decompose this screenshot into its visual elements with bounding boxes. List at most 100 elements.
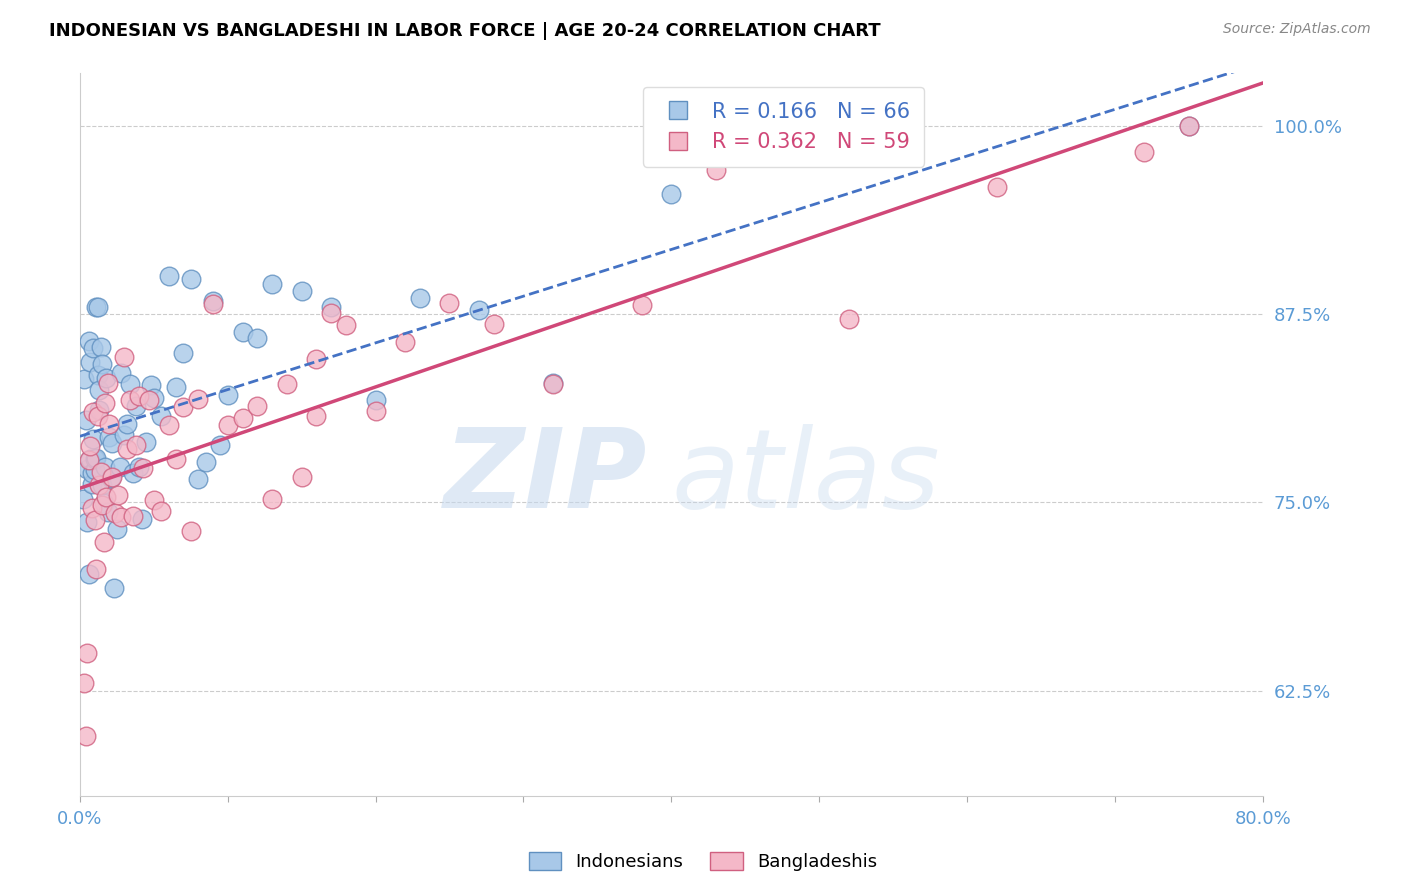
Point: [217, 388, 239, 402]
Point: [157, 269, 180, 284]
Point: [132, 460, 155, 475]
Point: [80, 476, 103, 491]
Point: [122, 467, 145, 481]
Point: [86, 301, 108, 315]
Point: [659, 186, 682, 201]
Point: [157, 417, 180, 432]
Point: [172, 346, 194, 360]
Point: [80, 501, 103, 516]
Point: [291, 470, 314, 484]
Point: [187, 472, 209, 486]
Point: [75, 729, 97, 743]
Point: [86, 409, 108, 424]
Point: [112, 428, 135, 442]
Point: [101, 436, 124, 450]
Point: [482, 317, 505, 331]
Point: [87, 403, 110, 417]
Point: [125, 399, 148, 413]
Point: [142, 493, 165, 508]
Point: [82, 432, 104, 446]
Point: [291, 284, 314, 298]
Point: [150, 409, 173, 423]
Point: [110, 366, 132, 380]
Point: [104, 506, 127, 520]
Point: [73, 676, 96, 690]
Point: [100, 471, 122, 485]
Legend: R = 0.166   N = 66, R = 0.362   N = 59: R = 0.166 N = 66, R = 0.362 N = 59: [643, 87, 924, 167]
Legend: Indonesians, Bangladeshis: Indonesians, Bangladeshis: [522, 845, 884, 879]
Point: [87, 383, 110, 397]
Point: [246, 331, 269, 345]
Point: [98, 430, 121, 444]
Point: [103, 582, 125, 596]
Point: [246, 399, 269, 413]
Point: [364, 404, 387, 418]
Point: [96, 371, 118, 385]
Point: [73, 372, 96, 386]
Point: [115, 442, 138, 456]
Point: [84, 450, 107, 465]
Text: Source: ZipAtlas.com: Source: ZipAtlas.com: [1223, 22, 1371, 37]
Point: [86, 368, 108, 383]
Point: [80, 466, 103, 480]
Point: [84, 300, 107, 314]
Point: [165, 380, 187, 394]
Point: [704, 163, 727, 178]
Point: [107, 488, 129, 502]
Point: [439, 296, 461, 310]
Point: [79, 452, 101, 467]
Point: [122, 508, 145, 523]
Point: [76, 646, 98, 660]
Point: [83, 451, 105, 466]
Point: [180, 524, 202, 539]
Point: [93, 534, 115, 549]
Point: [77, 566, 100, 581]
Point: [1177, 119, 1199, 133]
Point: [90, 465, 112, 479]
Point: [76, 515, 98, 529]
Point: [82, 342, 104, 356]
Point: [364, 393, 387, 408]
Point: [201, 296, 224, 310]
Point: [90, 339, 112, 353]
Point: [231, 325, 253, 339]
Point: [1177, 119, 1199, 133]
Point: [101, 469, 124, 483]
Point: [180, 272, 202, 286]
Point: [305, 409, 328, 423]
Point: [79, 355, 101, 369]
Point: [321, 300, 343, 314]
Point: [838, 312, 860, 326]
Point: [72, 491, 94, 506]
Point: [96, 490, 118, 504]
Point: [120, 393, 142, 408]
Point: [139, 378, 162, 392]
Point: [97, 376, 120, 390]
Point: [321, 306, 343, 320]
Point: [98, 417, 121, 431]
Point: [105, 522, 128, 536]
Point: [187, 392, 209, 407]
Text: ZIP: ZIP: [444, 425, 648, 532]
Point: [409, 292, 432, 306]
Point: [79, 439, 101, 453]
Point: [335, 318, 357, 333]
Point: [630, 298, 652, 312]
Point: [128, 389, 150, 403]
Point: [468, 302, 491, 317]
Point: [77, 334, 100, 348]
Point: [231, 410, 253, 425]
Point: [209, 437, 232, 451]
Point: [94, 396, 117, 410]
Point: [394, 334, 416, 349]
Point: [115, 417, 138, 432]
Text: atlas: atlas: [671, 425, 939, 532]
Point: [97, 505, 120, 519]
Point: [172, 401, 194, 415]
Point: [77, 452, 100, 467]
Point: [138, 392, 160, 407]
Point: [262, 277, 284, 292]
Point: [83, 463, 105, 477]
Point: [112, 350, 135, 364]
Point: [131, 512, 153, 526]
